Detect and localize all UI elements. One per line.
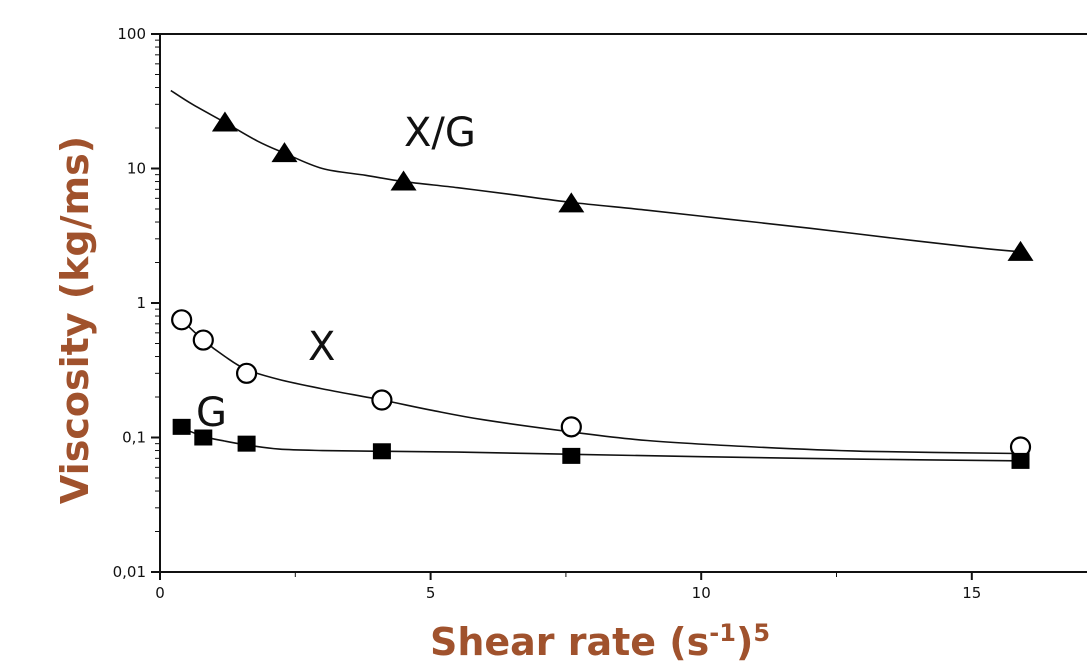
x-tick-label: 0	[155, 584, 165, 602]
x-tick-label: 15	[962, 584, 981, 602]
y-tick-label: 1	[136, 294, 146, 312]
fit-curves	[170, 89, 1021, 462]
marker-g	[372, 443, 391, 460]
marker-x	[171, 309, 193, 331]
axes: 100 10 1 0,1 0,01 0 5 10 15	[113, 25, 1087, 602]
series-label-x: X	[308, 324, 335, 370]
marker-x	[560, 416, 582, 438]
data-markers	[171, 111, 1034, 469]
marker-x-g	[1007, 240, 1034, 261]
y-tick-label: 0,1	[122, 429, 146, 447]
marker-x	[192, 329, 214, 351]
marker-x-g	[271, 142, 298, 163]
y-tick-label: 100	[117, 25, 146, 43]
marker-g	[237, 435, 256, 452]
marker-x-g	[390, 170, 417, 191]
marker-x-g	[211, 111, 238, 132]
marker-g	[562, 447, 581, 464]
marker-x	[235, 362, 258, 384]
marker-g	[1011, 452, 1030, 469]
series-label-x-g: X/G	[404, 110, 476, 156]
marker-g	[194, 429, 213, 446]
x-axis-title: Shear rate (s-1)5	[430, 619, 770, 664]
y-axis-title: Viscosity (kg/ms)	[53, 136, 97, 504]
y-tick-label: 0,01	[113, 563, 146, 581]
curve-x-g	[170, 89, 1021, 253]
series-label-g: G	[196, 390, 227, 436]
x-tick-label: 5	[426, 584, 436, 602]
y-tick-label: 10	[127, 160, 146, 178]
curve-x	[181, 319, 1021, 455]
marker-x-g	[558, 192, 585, 213]
marker-g	[172, 418, 191, 435]
curve-g	[181, 427, 1021, 462]
series-labels: X/G X G	[196, 110, 476, 436]
x-tick-label: 10	[692, 584, 711, 602]
marker-x	[371, 389, 393, 411]
